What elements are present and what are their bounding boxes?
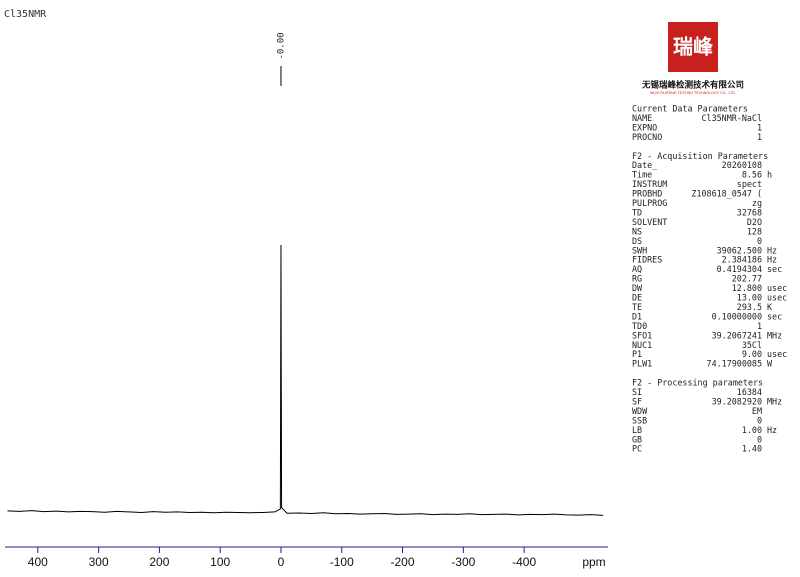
param-unit: usec (767, 349, 787, 359)
param-section-title: F2 - Acquisition Parameters (632, 151, 768, 161)
param-name: LB (632, 425, 642, 435)
param-name: NAME (632, 113, 652, 123)
param-unit: sec (767, 311, 782, 321)
param-value: 202.77 (732, 274, 762, 284)
param-value: Cl35NMR-NaCl (701, 113, 762, 123)
param-value: Z108618_0547 ( (691, 189, 762, 199)
x-tick-label: 0 (278, 555, 285, 569)
param-unit: Hz (767, 425, 777, 435)
x-tick-label: -200 (391, 555, 415, 569)
param-section-title: Current Data Parameters (632, 104, 748, 114)
x-tick-label: 400 (28, 555, 48, 569)
x-tick-label: 100 (210, 555, 230, 569)
param-name: PROBHD (632, 189, 662, 199)
param-name: SI (632, 387, 642, 397)
param-name: GB (632, 434, 642, 444)
param-value: 128 (747, 226, 762, 236)
company-name-en: WUXI RUIFENG TESTING TECHNOLOGY CO., LTD… (650, 91, 736, 95)
param-value: 0.10000000 (712, 311, 762, 321)
param-name: PULPROG (632, 198, 667, 208)
param-name: SOLVENT (632, 217, 667, 227)
param-unit: W (767, 359, 773, 369)
x-tick-label: 200 (149, 555, 169, 569)
param-value: 74.17900085 (707, 359, 762, 369)
param-unit: sec (767, 264, 782, 274)
param-unit: Hz (767, 255, 777, 265)
x-tick-label: 300 (89, 555, 109, 569)
param-name: PC (632, 444, 642, 454)
param-name: D1 (632, 311, 642, 321)
param-name: Date_ (632, 160, 658, 170)
param-value: 12.800 (732, 283, 762, 293)
x-axis-label: ppm (582, 555, 605, 569)
param-name: FIDRES (632, 255, 662, 265)
param-unit: MHz (767, 330, 782, 340)
param-value: 1 (757, 122, 762, 132)
param-name: DE (632, 293, 642, 303)
param-name: INSTRUM (632, 179, 667, 189)
param-name: WDW (632, 406, 648, 416)
param-name: Time (632, 170, 652, 180)
param-name: RG (632, 274, 642, 284)
param-unit: usec (767, 293, 787, 303)
param-unit: h (767, 170, 772, 180)
peak-label: -0.00 (276, 32, 286, 59)
logo-box (668, 22, 718, 72)
param-value: 39.2067241 (712, 330, 762, 340)
param-value: 293.5 (737, 302, 762, 312)
param-name: AQ (632, 264, 642, 274)
param-name: PROCNO (632, 132, 662, 142)
param-value: 13.00 (737, 293, 762, 303)
param-value: 39062.500 (717, 245, 762, 255)
param-name: P1 (632, 349, 642, 359)
param-unit: MHz (767, 396, 782, 406)
param-value: 35Cl (742, 340, 762, 350)
param-value: 2.384186 (722, 255, 762, 265)
param-value: 39.2082920 (712, 396, 762, 406)
param-value: 1 (757, 321, 762, 331)
param-name: SF (632, 396, 642, 406)
param-name: NS (632, 226, 642, 236)
param-value: 16384 (737, 387, 762, 397)
param-name: TD (632, 207, 642, 217)
param-value: D2O (747, 217, 762, 227)
param-value: zg (752, 198, 762, 208)
param-name: SSB (632, 415, 647, 425)
x-tick-label: -400 (512, 555, 536, 569)
param-name: TD0 (632, 321, 647, 331)
param-unit: Hz (767, 245, 777, 255)
param-name: NUC1 (632, 340, 652, 350)
param-value: 8.56 (742, 170, 762, 180)
param-name: DW (632, 283, 643, 293)
param-name: PLW1 (632, 359, 652, 369)
param-value: 9.00 (742, 349, 762, 359)
company-name: 无锡瑞峰检测技术有限公司 (641, 80, 744, 91)
param-value: 20260108 (722, 160, 762, 170)
param-unit: K (767, 302, 773, 312)
param-value: 0 (757, 415, 762, 425)
param-value: 0 (757, 236, 762, 246)
param-unit: usec (767, 283, 787, 293)
param-name: DS (632, 236, 642, 246)
x-tick-label: -300 (451, 555, 475, 569)
param-value: 0.4194304 (717, 264, 762, 274)
param-value: 32768 (737, 207, 762, 217)
param-value: EM (752, 406, 762, 416)
param-value: 1 (757, 132, 762, 142)
spectrum-line (7, 244, 604, 516)
param-value: 0 (757, 434, 762, 444)
param-value: spect (737, 179, 762, 189)
param-name: TE (632, 302, 642, 312)
x-tick-label: -100 (330, 555, 354, 569)
logo-mark: 瑞峰 (673, 35, 713, 59)
param-value: 1.00 (742, 425, 762, 435)
param-section-title: F2 - Processing parameters (632, 378, 763, 388)
param-name: EXPNO (632, 122, 657, 132)
param-name: SWH (632, 245, 647, 255)
chart-title: Cl35NMR (4, 9, 47, 20)
param-value: 1.40 (742, 444, 762, 454)
param-name: SFO1 (632, 330, 652, 340)
